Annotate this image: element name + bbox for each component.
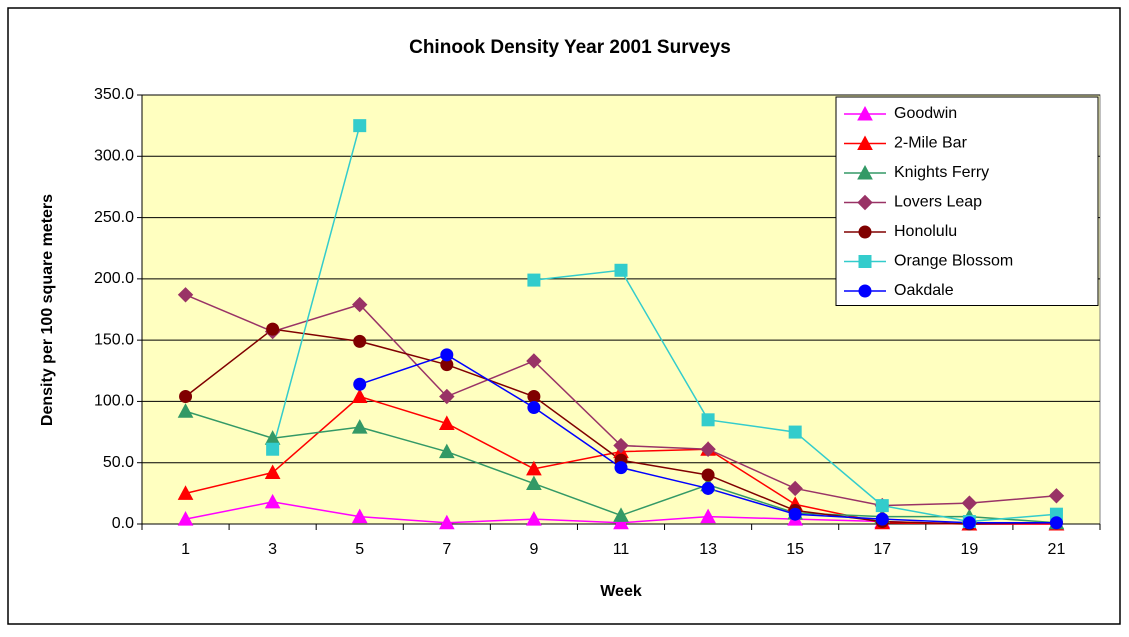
marker — [875, 512, 889, 526]
y-tick-label: 250.0 — [94, 209, 134, 226]
legend-label: Honolulu — [894, 223, 957, 240]
marker — [177, 403, 194, 418]
legend-label: Oakdale — [894, 282, 954, 299]
x-tick-label: 13 — [699, 541, 717, 558]
y-tick-label: 50.0 — [103, 454, 134, 471]
marker — [353, 377, 367, 391]
marker — [438, 514, 455, 530]
marker — [440, 348, 454, 362]
x-tick-label: 21 — [1048, 541, 1066, 558]
marker — [527, 401, 541, 415]
x-tick-label: 5 — [355, 541, 364, 558]
marker — [264, 493, 281, 509]
marker — [875, 499, 889, 513]
x-tick-label: 7 — [442, 541, 451, 558]
marker — [179, 390, 193, 404]
marker — [351, 388, 368, 404]
marker — [788, 507, 802, 521]
marker — [351, 419, 368, 434]
marker — [439, 388, 455, 405]
legend-label: Knights Ferry — [894, 164, 989, 181]
marker — [857, 135, 873, 150]
legend — [835, 96, 1099, 306]
marker — [351, 508, 368, 524]
marker — [857, 105, 873, 121]
marker — [787, 480, 803, 497]
marker — [614, 263, 628, 277]
marker — [266, 442, 280, 456]
marker — [1049, 516, 1063, 530]
marker — [177, 287, 194, 303]
marker — [352, 296, 368, 313]
marker — [353, 119, 367, 133]
marker — [438, 443, 455, 459]
x-tick-label: 1 — [181, 541, 190, 558]
marker — [700, 441, 716, 457]
marker — [353, 334, 367, 348]
marker — [700, 508, 716, 524]
marker — [613, 514, 629, 530]
marker — [614, 461, 628, 475]
y-tick-label: 350.0 — [94, 86, 134, 103]
y-tick-label: 100.0 — [94, 393, 134, 410]
y-tick-label: 0.0 — [112, 515, 134, 532]
legend-label: Lovers Leap — [894, 194, 982, 211]
marker — [526, 460, 542, 476]
marker — [527, 390, 541, 404]
x-tick-label: 15 — [786, 541, 804, 558]
y-tick-label: 150.0 — [94, 331, 134, 348]
marker — [177, 485, 194, 500]
marker — [701, 468, 715, 482]
x-axis-label: Week — [600, 583, 642, 600]
x-tick-label: 9 — [529, 541, 538, 558]
marker — [526, 353, 542, 369]
marker — [857, 164, 873, 180]
marker — [858, 284, 872, 298]
x-tick-label: 11 — [613, 541, 630, 558]
y-axis-label: Density per 100 square meters — [39, 194, 56, 426]
marker — [1048, 488, 1065, 504]
y-tick-label: 200.0 — [94, 270, 134, 287]
marker — [266, 322, 280, 336]
marker — [613, 507, 629, 522]
chart-title: Chinook Density Year 2001 Surveys — [409, 37, 731, 58]
marker — [857, 194, 873, 211]
x-tick-label: 17 — [873, 541, 891, 558]
marker — [526, 511, 542, 526]
marker — [701, 413, 715, 427]
marker — [177, 511, 194, 526]
legend-label: Orange Blossom — [894, 253, 1013, 270]
marker — [962, 516, 976, 530]
marker — [961, 495, 978, 511]
legend-label: Goodwin — [894, 105, 957, 122]
marker — [858, 225, 872, 239]
y-tick-label: 300.0 — [94, 148, 134, 165]
x-tick-label: 3 — [268, 541, 277, 558]
marker — [264, 464, 281, 480]
marker — [438, 415, 455, 430]
marker — [527, 273, 541, 287]
marker — [858, 255, 872, 268]
legend-label: 2-Mile Bar — [894, 135, 968, 152]
marker — [701, 481, 715, 495]
marker — [526, 475, 542, 491]
marker — [613, 437, 629, 454]
x-tick-label: 19 — [960, 541, 978, 558]
marker — [788, 425, 802, 439]
